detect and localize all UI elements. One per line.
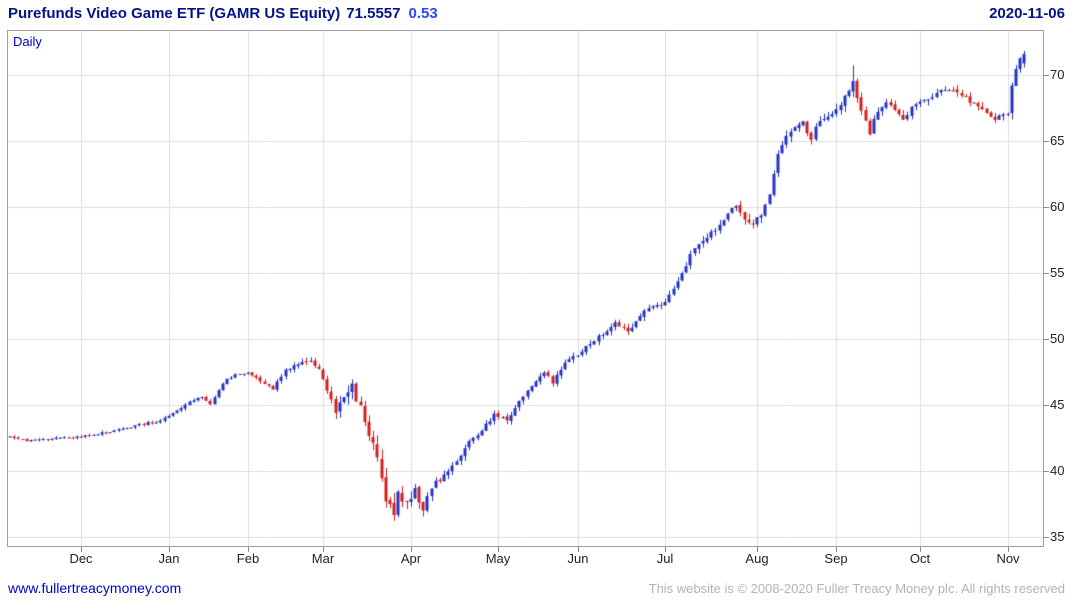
x-axis-tick — [323, 547, 324, 552]
chart-header: Purefunds Video Game ETF (GAMR US Equity… — [0, 0, 1075, 29]
y-axis-tick — [1044, 405, 1049, 406]
chart-date: 2020-11-06 — [989, 5, 1065, 22]
website-link[interactable]: www.fullertreacymoney.com — [8, 580, 182, 596]
y-axis-tick — [1044, 273, 1049, 274]
y-axis-tick — [1044, 471, 1049, 472]
x-axis-label: Dec — [69, 551, 93, 566]
x-axis-label: Jun — [567, 551, 589, 566]
x-axis-label: Sep — [824, 551, 848, 566]
y-axis-label: 55 — [1050, 265, 1065, 280]
x-axis-tick — [757, 547, 758, 552]
price-change: 0.53 — [408, 5, 438, 22]
x-axis-tick — [248, 547, 249, 552]
chart-title-group: Purefunds Video Game ETF (GAMR US Equity… — [8, 5, 438, 22]
y-axis-tick — [1044, 537, 1049, 538]
x-axis-label: Apr — [400, 551, 422, 566]
y-axis-tick — [1044, 339, 1049, 340]
x-axis-label: Nov — [996, 551, 1020, 566]
x-axis-tick — [1008, 547, 1009, 552]
y-axis-label: 40 — [1050, 463, 1065, 478]
x-axis-label: Jan — [158, 551, 180, 566]
instrument-title: Purefunds Video Game ETF (GAMR US Equity… — [8, 5, 341, 22]
last-price: 71.5557 — [346, 5, 401, 22]
interval-label: Daily — [13, 34, 42, 49]
y-axis-tick — [1044, 141, 1049, 142]
y-axis-label: 70 — [1050, 67, 1065, 82]
x-axis-label: Feb — [236, 551, 260, 566]
x-axis-tick — [920, 547, 921, 552]
x-axis-tick — [81, 547, 82, 552]
chart-plot-area[interactable]: Daily — [7, 30, 1044, 547]
x-axis-tick — [578, 547, 579, 552]
y-axis-label: 45 — [1050, 397, 1065, 412]
y-axis-tick — [1044, 207, 1049, 208]
x-axis-tick — [411, 547, 412, 552]
page-footer: www.fullertreacymoney.com This website i… — [0, 576, 1075, 600]
y-axis-label: 65 — [1050, 133, 1065, 148]
y-axis-label: 35 — [1050, 529, 1065, 544]
x-axis-label: Jul — [656, 551, 674, 566]
x-axis-label: Oct — [909, 551, 931, 566]
x-axis-tick — [169, 547, 170, 552]
x-axis-label: Mar — [311, 551, 335, 566]
y-axis-tick — [1044, 75, 1049, 76]
y-axis-label: 50 — [1050, 331, 1065, 346]
x-axis-label: Aug — [745, 551, 769, 566]
x-axis-tick — [665, 547, 666, 552]
x-axis-label: May — [485, 551, 511, 566]
y-axis-label: 60 — [1050, 199, 1065, 214]
x-axis-tick — [836, 547, 837, 552]
copyright-text: This website is © 2008-2020 Fuller Treac… — [648, 581, 1065, 596]
x-axis-tick — [498, 547, 499, 552]
candlestick-canvas[interactable] — [8, 31, 1043, 546]
